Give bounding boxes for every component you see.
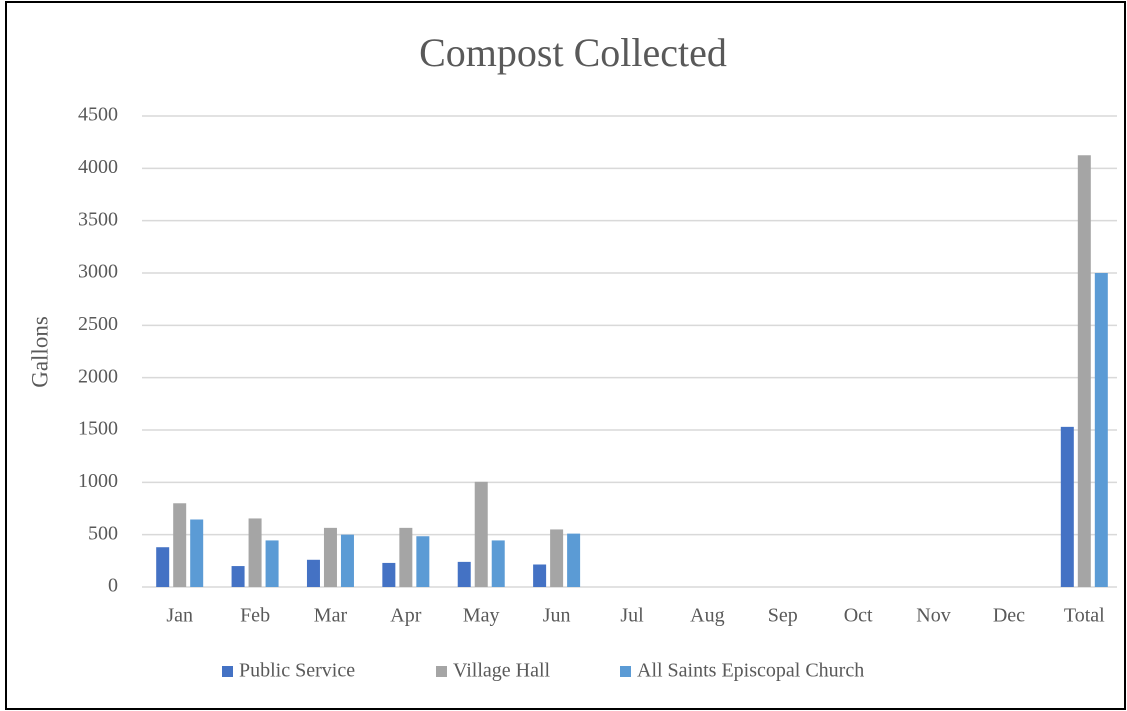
y-tick-label: 0 — [108, 575, 118, 597]
y-tick-label: 2500 — [78, 313, 118, 335]
x-tick-label: Nov — [916, 605, 950, 627]
x-tick-label: Aug — [690, 605, 724, 627]
chart-title: Compost Collected — [419, 30, 727, 75]
x-tick-label: May — [463, 605, 500, 627]
bar — [1094, 273, 1108, 587]
bar — [550, 529, 564, 587]
chart-frame — [5, 1, 1126, 710]
bar — [382, 562, 396, 587]
y-axis-label: Gallons — [27, 316, 52, 388]
bar — [567, 533, 581, 587]
legend-label: All Saints Episcopal Church — [637, 660, 864, 682]
legend-swatch — [222, 666, 233, 677]
bar — [173, 503, 187, 587]
x-tick-label: Apr — [390, 605, 421, 627]
bar — [248, 518, 262, 587]
bar — [323, 527, 337, 587]
bar — [1060, 426, 1074, 587]
legend-label: Public Service — [239, 660, 355, 682]
bar — [416, 536, 430, 587]
bar — [265, 540, 279, 587]
bar — [399, 527, 413, 587]
x-tick-label: Dec — [993, 605, 1025, 627]
bar — [156, 547, 170, 587]
x-tick-label: Oct — [844, 605, 873, 627]
bar — [340, 534, 354, 587]
x-tick-label: Jul — [620, 605, 644, 627]
x-tick-label: Mar — [314, 605, 348, 627]
legend-swatch — [620, 666, 631, 677]
y-tick-label: 1000 — [78, 470, 118, 492]
x-tick-label: Total — [1064, 605, 1105, 627]
bar — [190, 519, 204, 587]
x-tick-label: Sep — [768, 605, 798, 627]
legend-label: Village Hall — [453, 660, 551, 682]
y-tick-label: 2000 — [78, 365, 118, 387]
y-tick-label: 4500 — [78, 104, 118, 126]
bar — [306, 559, 320, 587]
bar — [491, 540, 505, 587]
bar — [457, 561, 471, 587]
bar — [474, 481, 488, 587]
bar — [533, 564, 547, 587]
bar — [1077, 155, 1091, 587]
x-tick-label: Jun — [543, 605, 571, 627]
y-tick-label: 3000 — [78, 261, 118, 283]
y-tick-label: 4000 — [78, 156, 118, 178]
bar — [231, 566, 245, 587]
x-tick-label: Feb — [240, 605, 270, 627]
y-tick-label: 500 — [88, 522, 118, 544]
legend-swatch — [436, 666, 447, 677]
y-tick-label: 1500 — [78, 418, 118, 440]
x-tick-label: Jan — [166, 605, 193, 627]
y-tick-label: 3500 — [78, 208, 118, 230]
